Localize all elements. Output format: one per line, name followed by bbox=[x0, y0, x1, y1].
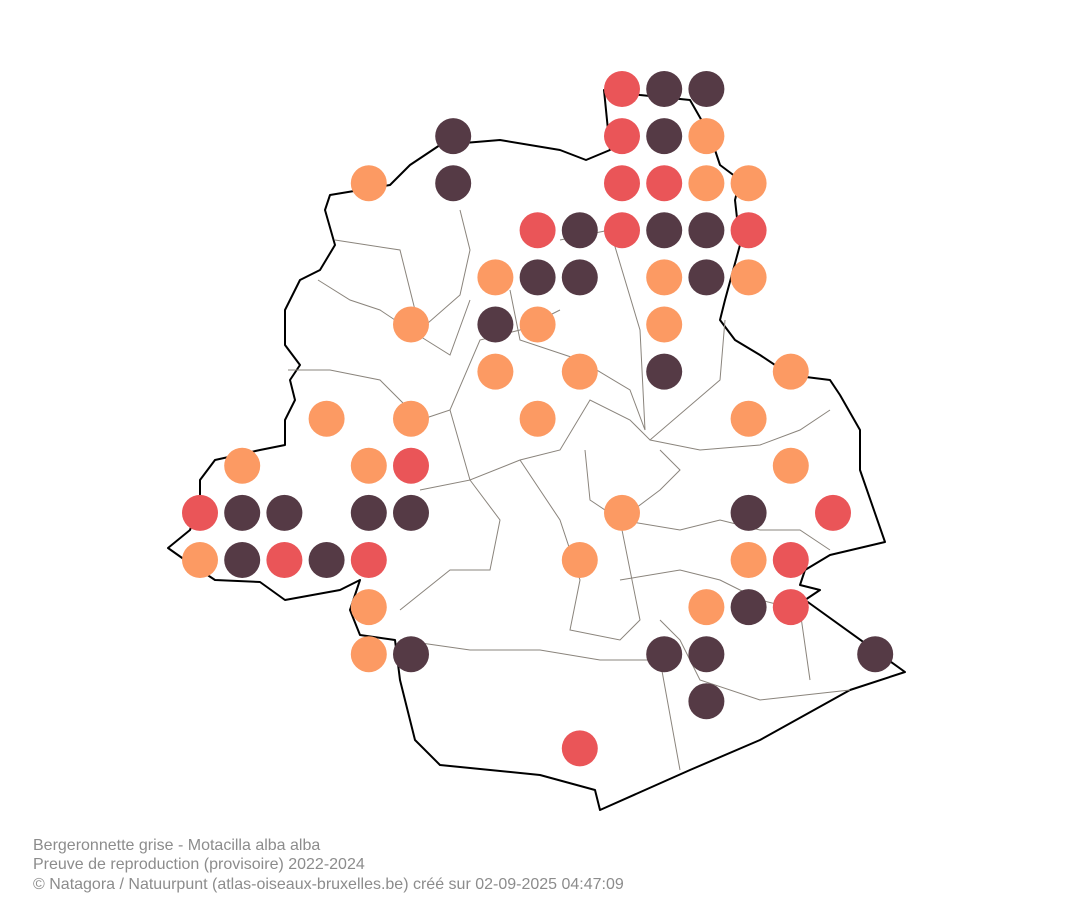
square-dot bbox=[350, 165, 387, 202]
border bbox=[399, 479, 501, 611]
square-dot bbox=[393, 447, 429, 484]
square-dot bbox=[561, 542, 598, 578]
square-dot bbox=[688, 118, 725, 155]
square-dot bbox=[730, 494, 767, 531]
square-dot bbox=[604, 118, 640, 155]
square-dot bbox=[604, 165, 640, 202]
square-dot bbox=[224, 542, 261, 578]
border bbox=[659, 619, 851, 701]
square-dot bbox=[815, 494, 851, 531]
square-dot bbox=[393, 400, 429, 437]
square-dot bbox=[350, 542, 387, 578]
border bbox=[449, 319, 726, 481]
square-dot bbox=[688, 165, 725, 202]
square-dot bbox=[646, 636, 683, 673]
square-dot bbox=[519, 306, 556, 343]
square-dot bbox=[350, 589, 387, 626]
square-dot bbox=[266, 542, 303, 578]
square-dot bbox=[688, 683, 725, 720]
square-dot bbox=[688, 589, 725, 626]
square-dot bbox=[730, 589, 767, 626]
square-dot bbox=[350, 636, 387, 673]
square-dot bbox=[308, 400, 345, 437]
square-dot bbox=[561, 212, 598, 249]
square-dot bbox=[730, 400, 767, 437]
square-dot bbox=[646, 118, 683, 155]
square-dot bbox=[646, 306, 683, 343]
square-dot bbox=[730, 212, 767, 249]
square-dot bbox=[266, 494, 303, 531]
square-dot bbox=[393, 494, 429, 531]
border bbox=[288, 309, 561, 421]
square-dot bbox=[730, 165, 767, 202]
square-dot bbox=[772, 589, 809, 626]
square-dot bbox=[561, 353, 598, 390]
square-dot bbox=[688, 259, 725, 296]
square-dot bbox=[604, 71, 640, 107]
square-dot bbox=[393, 306, 429, 343]
square-dot bbox=[519, 259, 556, 296]
square-dot bbox=[561, 259, 598, 296]
square-dot bbox=[688, 71, 725, 107]
square-dot bbox=[730, 259, 767, 296]
credit: © Natagora / Natuurpunt (atlas-oiseaux-b… bbox=[33, 876, 624, 893]
municipal-borders bbox=[288, 209, 851, 771]
square-dot bbox=[857, 636, 894, 673]
square-dot bbox=[646, 165, 683, 202]
square-dot bbox=[224, 494, 261, 531]
square-dot bbox=[308, 542, 345, 578]
square-dot bbox=[604, 494, 640, 531]
border bbox=[619, 569, 811, 681]
square-dot bbox=[182, 494, 218, 531]
square-dot bbox=[646, 212, 683, 249]
breeding-squares bbox=[182, 71, 894, 767]
border bbox=[399, 639, 681, 771]
square-dot bbox=[730, 542, 767, 578]
square-dot bbox=[393, 636, 429, 673]
species-title: Bergeronnette grise - Motacilla alba alb… bbox=[33, 837, 320, 854]
square-dot bbox=[646, 259, 683, 296]
square-dot bbox=[561, 730, 598, 767]
square-dot bbox=[350, 447, 387, 484]
square-dot bbox=[519, 212, 556, 249]
square-dot bbox=[435, 118, 472, 155]
subtitle: Preuve de reproduction (provisoire) 2022… bbox=[33, 856, 365, 873]
square-dot bbox=[646, 353, 683, 390]
square-dot bbox=[435, 165, 472, 202]
border bbox=[584, 449, 831, 551]
square-dot bbox=[350, 494, 387, 531]
square-dot bbox=[772, 447, 809, 484]
square-dot bbox=[772, 542, 809, 578]
square-dot bbox=[182, 542, 218, 578]
square-dot bbox=[688, 212, 725, 249]
border bbox=[649, 409, 831, 451]
square-dot bbox=[688, 636, 725, 673]
square-dot bbox=[646, 71, 683, 107]
square-dot bbox=[224, 447, 261, 484]
square-dot bbox=[519, 400, 556, 437]
square-dot bbox=[477, 259, 514, 296]
square-dot bbox=[477, 306, 514, 343]
square-dot bbox=[772, 353, 809, 390]
square-dot bbox=[477, 353, 514, 390]
square-dot bbox=[604, 212, 640, 249]
